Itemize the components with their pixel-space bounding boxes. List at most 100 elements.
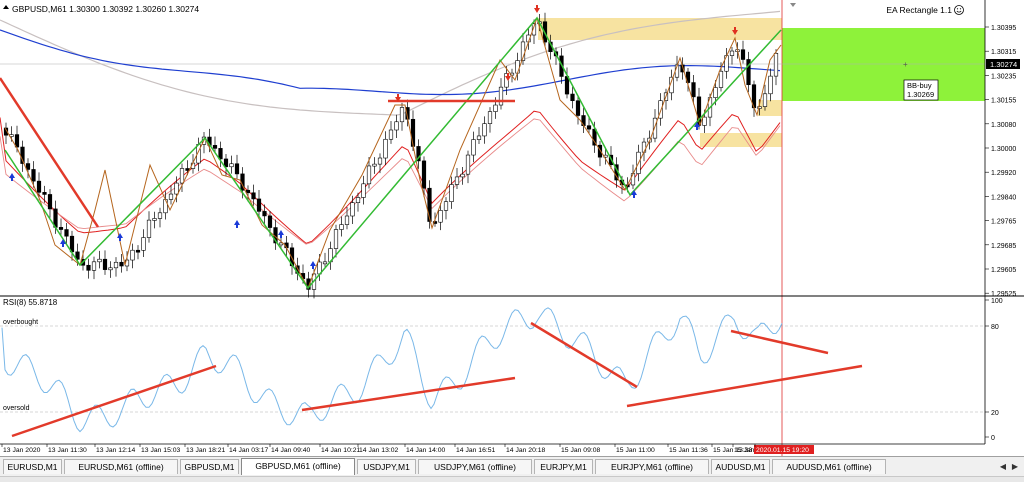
rsi-trend-line-1 xyxy=(11,364,217,438)
buy-arrow-icon xyxy=(631,190,637,198)
resistance-zone[interactable] xyxy=(538,18,782,40)
bb-buy-label[interactable]: BB-buy 1.30269 xyxy=(903,79,939,101)
time-label: 15 Jan 11:00 xyxy=(616,447,655,454)
time-label: 13 Jan 15:03 xyxy=(141,447,181,454)
tab-audusd-m61-offline[interactable]: AUDUSD,M61 (offline) xyxy=(772,459,886,474)
price-tick-label: 1.30155 xyxy=(991,98,1016,105)
price-tick-label: 1.30235 xyxy=(991,73,1016,80)
chart-canvas[interactable]: GBPUSD,M61 1.30300 1.30392 1.30260 1.302… xyxy=(0,0,1024,456)
bb-buy-label-line1: BB-buy xyxy=(907,81,932,90)
buy-arrow-icon xyxy=(278,230,284,238)
dropdown-triangle-icon[interactable] xyxy=(3,5,9,9)
tab-usdjpy-m1[interactable]: USDJPY,M1 xyxy=(357,459,416,474)
tab-gbpusd-m1[interactable]: GBPUSD,M1 xyxy=(180,459,239,474)
zigzag-lines xyxy=(4,16,782,290)
tab-audusd-m1[interactable]: AUDUSD,M1 xyxy=(711,459,770,474)
time-label: 14 Jan 13:02 xyxy=(359,447,399,454)
ma-blue xyxy=(0,29,781,96)
tab-scroll-left-icon[interactable]: ◀ xyxy=(999,462,1007,471)
rsi-scale-label: 0 xyxy=(991,435,995,442)
time-label: 15 Jan xyxy=(734,447,755,454)
smiley-icon xyxy=(954,5,964,15)
time-label: 15 Jan 09:08 xyxy=(561,447,601,454)
current-price-box xyxy=(986,59,1020,69)
buy-arrow-icon xyxy=(310,261,316,269)
price-tick-label: 1.29920 xyxy=(991,170,1016,177)
price-ticks: 1.30395 1.30315 1.30235 1.30155 1.30080 1.300… xyxy=(985,25,1016,298)
tab-gbpusd-m61-offline[interactable]: GBPUSD,M61 (offline) xyxy=(241,458,355,475)
tab-usdjpy-m61-offline[interactable]: USDJPY,M61 (offline) xyxy=(418,459,532,474)
rsi-header: RSI(8) 55.8718 xyxy=(3,298,58,307)
time-label: 14 Jan 20:18 xyxy=(506,447,546,454)
sell-arrow-icon xyxy=(534,5,540,13)
rsi-trend-lines[interactable] xyxy=(11,321,863,438)
time-label: 13 Jan 12:14 xyxy=(96,447,136,454)
time-label: 15 Jan 13:33 xyxy=(713,447,753,454)
time-axis[interactable]: 13 Jan 2020 13 Jan 11:30 13 Jan 12:14 13 Ja… xyxy=(0,443,985,454)
time-label: 14 Jan 09:40 xyxy=(271,447,311,454)
price-axis-bg xyxy=(985,0,1024,296)
support-zone[interactable] xyxy=(700,133,782,147)
rsi-scale-label: 80 xyxy=(991,324,999,331)
ma-red xyxy=(0,110,781,244)
chart-header: GBPUSD,M61 1.30300 1.30392 1.30260 1.302… xyxy=(3,3,964,15)
buy-arrow-icon xyxy=(694,122,700,130)
rsi-scale: 100 80 20 0 xyxy=(985,298,1003,442)
shift-marker-icon[interactable] xyxy=(790,3,796,7)
price-tick-label: 1.30000 xyxy=(991,146,1016,153)
zigzag-brown xyxy=(4,16,782,290)
buy-arrow-icon xyxy=(117,233,123,241)
price-tick-label: 1.29605 xyxy=(991,267,1016,274)
price-tick-label: 1.30315 xyxy=(991,49,1016,56)
red-trend-line[interactable] xyxy=(0,77,100,228)
price-axis[interactable]: 1.30395 1.30315 1.30235 1.30155 1.30080 1.300… xyxy=(984,0,1024,444)
sell-arrow-icon xyxy=(505,73,511,81)
price-tick-label: 1.30395 xyxy=(991,25,1016,32)
time-label: 13 Jan 18:21 xyxy=(186,447,226,454)
current-price-text: 1.30274 xyxy=(990,60,1017,69)
sell-arrow-icon xyxy=(732,27,738,35)
zigzag-green xyxy=(4,16,782,290)
crosshair-marker: + xyxy=(903,60,908,69)
time-label: 2020.01.15 19:20 xyxy=(756,447,809,454)
tab-eurjpy-m1[interactable]: EURJPY,M1 xyxy=(534,459,593,474)
buy-arrow-icon xyxy=(60,239,66,247)
time-label: 14 Jan 14:00 xyxy=(406,447,446,454)
price-tick-label: 1.30080 xyxy=(991,122,1016,129)
ea-label: EA Rectangle 1.1 xyxy=(886,5,952,15)
time-label: 13 Jan 11:30 xyxy=(48,447,87,454)
buy-zone[interactable] xyxy=(782,28,985,101)
signal-arrows xyxy=(9,5,738,269)
chart-header-text: GBPUSD,M61 1.30300 1.30392 1.30260 1.302… xyxy=(12,4,199,14)
price-tick-label: 1.29840 xyxy=(991,194,1016,201)
bb-buy-label-line2: 1.30269 xyxy=(907,90,934,99)
time-label: 14 Jan 03:17 xyxy=(229,447,269,454)
overbought-label: overbought xyxy=(3,319,38,326)
time-label: 14 Jan 10:21 xyxy=(321,447,361,454)
tab-eurusd-m61-offline[interactable]: EURUSD,M61 (offline) xyxy=(64,459,178,474)
rsi-pane[interactable]: RSI(8) 55.8718 overbought oversold 100 80… xyxy=(0,298,1003,442)
price-tick-label: 1.29525 xyxy=(991,291,1016,298)
tab-scroll-right-icon[interactable]: ▶ xyxy=(1011,462,1019,471)
status-strip xyxy=(0,476,1024,482)
oversold-label: oversold xyxy=(3,405,30,412)
sell-arrow-icon xyxy=(395,94,401,102)
buy-arrow-icon xyxy=(9,173,15,181)
rsi-scale-label: 100 xyxy=(991,298,1003,305)
time-label: 14 Jan 16:51 xyxy=(456,447,496,454)
rsi-trend-line-4 xyxy=(626,364,863,408)
time-label: 13 Jan 2020 xyxy=(3,447,41,454)
price-tick-label: 1.29685 xyxy=(991,243,1016,250)
rsi-scale-label: 20 xyxy=(991,410,999,417)
price-tick-label: 1.29765 xyxy=(991,219,1016,226)
chart-tab-bar: EURUSD,M1 EURUSD,M61 (offline) GBPUSD,M1 GB… xyxy=(0,456,1024,477)
rsi-trend-line-2 xyxy=(301,376,516,412)
price-pane[interactable]: GBPUSD,M61 1.30300 1.30392 1.30260 1.302… xyxy=(0,0,985,456)
tab-eurjpy-m61-offline[interactable]: EURJPY,M61 (offline) xyxy=(595,459,709,474)
buy-arrow-icon xyxy=(234,220,240,228)
tab-eurusd-m1[interactable]: EURUSD,M1 xyxy=(3,459,62,474)
rsi-trend-line-3 xyxy=(530,321,638,389)
rsi-line xyxy=(1,307,783,433)
time-labels: 13 Jan 2020 13 Jan 11:30 13 Jan 12:14 13 Ja… xyxy=(1,444,814,454)
rsi-trend-line-5 xyxy=(730,329,829,355)
